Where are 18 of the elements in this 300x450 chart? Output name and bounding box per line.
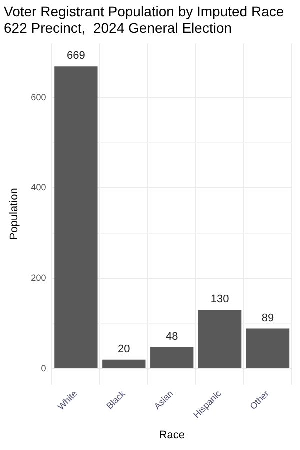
data-label: 669: [67, 50, 86, 62]
chart-title: Voter Registrant Population by Imputed Race: [4, 3, 284, 20]
x-axis-title: Race: [159, 429, 185, 442]
y-tick-label: 400: [31, 182, 46, 193]
y-tick-label: 0: [41, 363, 46, 374]
bar: [246, 328, 290, 368]
bar: [102, 360, 146, 368]
bar: [198, 310, 242, 368]
data-label: 89: [262, 312, 274, 324]
chart-subtitle: 622 Precinct, 2024 General Election: [4, 20, 232, 36]
y-tick-label: 600: [31, 92, 46, 102]
data-label: 20: [118, 343, 130, 356]
data-label: 130: [210, 294, 230, 306]
bar: [54, 66, 98, 368]
y-axis-title: Population: [8, 188, 21, 240]
bar: [150, 347, 194, 368]
y-tick-label: 200: [31, 273, 46, 284]
data-label: 48: [166, 330, 178, 343]
